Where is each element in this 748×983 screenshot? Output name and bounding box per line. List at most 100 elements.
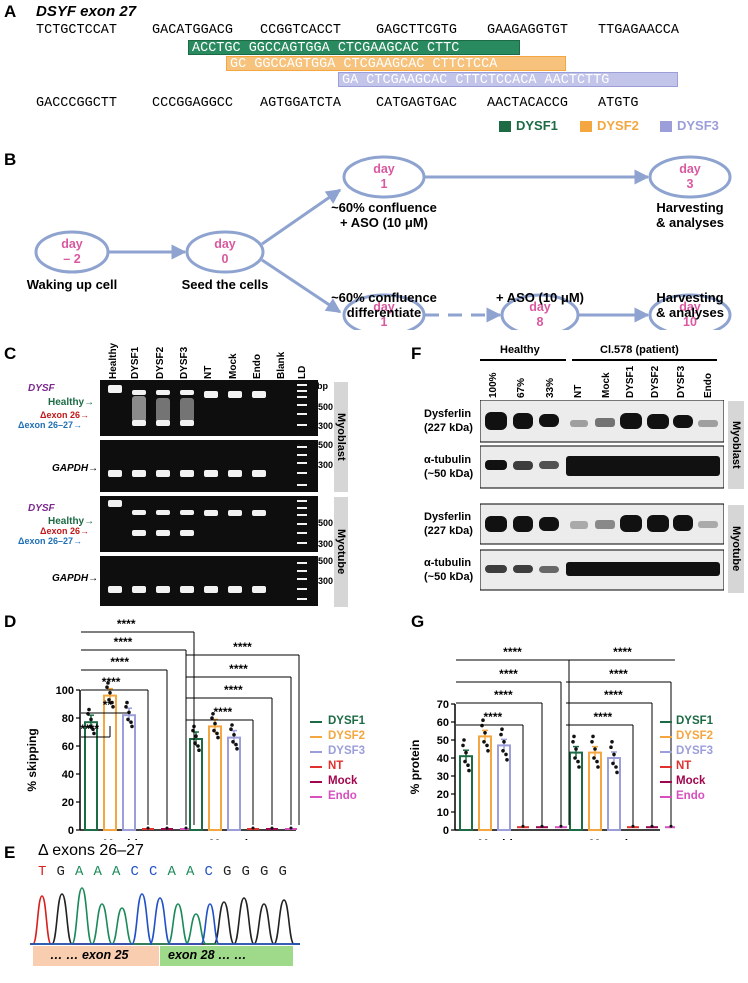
day-word: day — [61, 237, 83, 251]
lane-label: Endo — [252, 354, 263, 379]
caption-confluence-diff: ~60% confluence differentiate — [314, 290, 454, 320]
gel-images — [100, 380, 318, 606]
sig-stars: **** — [594, 710, 613, 724]
lane-label: Mock — [228, 353, 239, 379]
patient-group-label: Cl.578 (patient) — [600, 344, 679, 356]
data-point — [110, 700, 114, 705]
label-line: Dysferlin — [424, 511, 472, 523]
day-number: 1 — [380, 177, 388, 191]
data-point — [106, 681, 110, 685]
size-marker: 300 — [318, 460, 334, 470]
lane-label: 100% — [488, 372, 499, 398]
data-point — [126, 717, 130, 722]
data-point — [89, 717, 93, 722]
day-number: 0 — [221, 252, 229, 266]
bar-dysf1 — [189, 738, 203, 831]
caption-line: + ASO (10 μM) — [339, 215, 429, 230]
node-text: day 0 — [195, 237, 255, 267]
data-point — [615, 770, 619, 775]
healthy-group-line — [480, 359, 566, 361]
data-point — [212, 728, 216, 733]
legend-swatch — [310, 751, 322, 753]
myotube-side-label: Myotube — [728, 505, 744, 593]
label-line: (227 kDa) — [424, 525, 473, 537]
myoblast-side-label: Myoblast — [728, 401, 744, 489]
data-point — [216, 735, 220, 740]
lane-label: NT — [573, 384, 584, 398]
data-point — [505, 758, 509, 762]
data-point — [571, 740, 575, 744]
lane-label: Mock — [601, 372, 612, 398]
data-point — [590, 740, 594, 744]
y-tick-label: 60 — [62, 741, 74, 753]
sig-stars: **** — [499, 667, 518, 681]
timeline-diagram — [34, 155, 732, 330]
base-call: C — [130, 864, 139, 880]
delta2627-band-label: Δexon 26–27→ — [18, 420, 83, 430]
legend-label: NT — [328, 760, 344, 772]
sig-stars: **** — [604, 688, 623, 702]
base-call: C — [204, 864, 213, 880]
node-text: day 10 — [660, 300, 720, 330]
exon25-bar — [33, 946, 159, 966]
legend-label-dysf2: DYSF2 — [597, 118, 639, 133]
legend-label: DYSF3 — [676, 745, 714, 757]
lane-label: DYSF2 — [650, 365, 661, 398]
sig-stars: **** — [494, 688, 513, 702]
data-point — [461, 743, 465, 748]
bar-dysf2 — [588, 751, 602, 832]
sig-stars: **** — [224, 683, 243, 697]
caption-line: ~60% confluence — [331, 290, 437, 305]
day-number: – 2 — [63, 252, 81, 266]
data-point — [215, 731, 219, 736]
lane-label: LD — [297, 365, 308, 379]
base-call: A — [75, 864, 84, 880]
data-point — [595, 759, 599, 764]
legend-swatch — [310, 766, 322, 768]
data-point — [574, 747, 578, 751]
node-day-1-bottom — [342, 293, 426, 330]
data-point — [230, 723, 234, 727]
caption-line: & analyses — [656, 215, 724, 230]
legend-label-dysf1: DYSF1 — [516, 118, 558, 133]
data-point — [108, 691, 112, 695]
day-word: day — [373, 300, 395, 314]
sig-stars: ** — [103, 698, 113, 712]
base-call: T — [38, 864, 47, 880]
seq-block: AACTACACCG — [487, 96, 569, 111]
data-point — [559, 824, 563, 828]
data-point — [87, 707, 91, 712]
node-text: day – 2 — [42, 237, 102, 267]
data-point — [231, 740, 235, 744]
data-point — [591, 734, 595, 739]
data-point — [609, 745, 613, 749]
data-point — [521, 824, 525, 828]
data-point — [211, 712, 215, 716]
seq-block: GACCCGGCTT — [36, 96, 118, 111]
day-word: day — [679, 300, 701, 314]
panel-c-label: C — [4, 344, 17, 363]
node-day-1-top — [342, 155, 426, 199]
exon-title: DSYF exon 27 — [36, 3, 137, 20]
y-tick-label: 40 — [437, 753, 449, 765]
caption-line: ~60% confluence — [331, 200, 437, 215]
legend-swatch — [310, 721, 322, 723]
data-point — [232, 733, 236, 737]
trace-c — [30, 893, 300, 945]
caption-aso-day8: + ASO (10 μM) — [495, 290, 585, 305]
seq-block: CCGGTCACCT — [260, 23, 342, 38]
data-point — [540, 824, 544, 828]
caption-seed: Seed the cells — [181, 277, 269, 292]
data-point — [127, 710, 131, 715]
trace-a — [30, 887, 300, 945]
y-tick-label: 20 — [62, 797, 74, 809]
data-point — [481, 718, 485, 722]
data-point — [194, 734, 198, 738]
legend-swatch — [660, 736, 672, 738]
panel-e-label: E — [4, 843, 16, 862]
label-line: Dysferlin — [424, 408, 472, 420]
data-point — [464, 750, 468, 755]
seq-block: CCCGGAGGCC — [152, 96, 234, 111]
lane-label: DYSF1 — [130, 346, 141, 379]
